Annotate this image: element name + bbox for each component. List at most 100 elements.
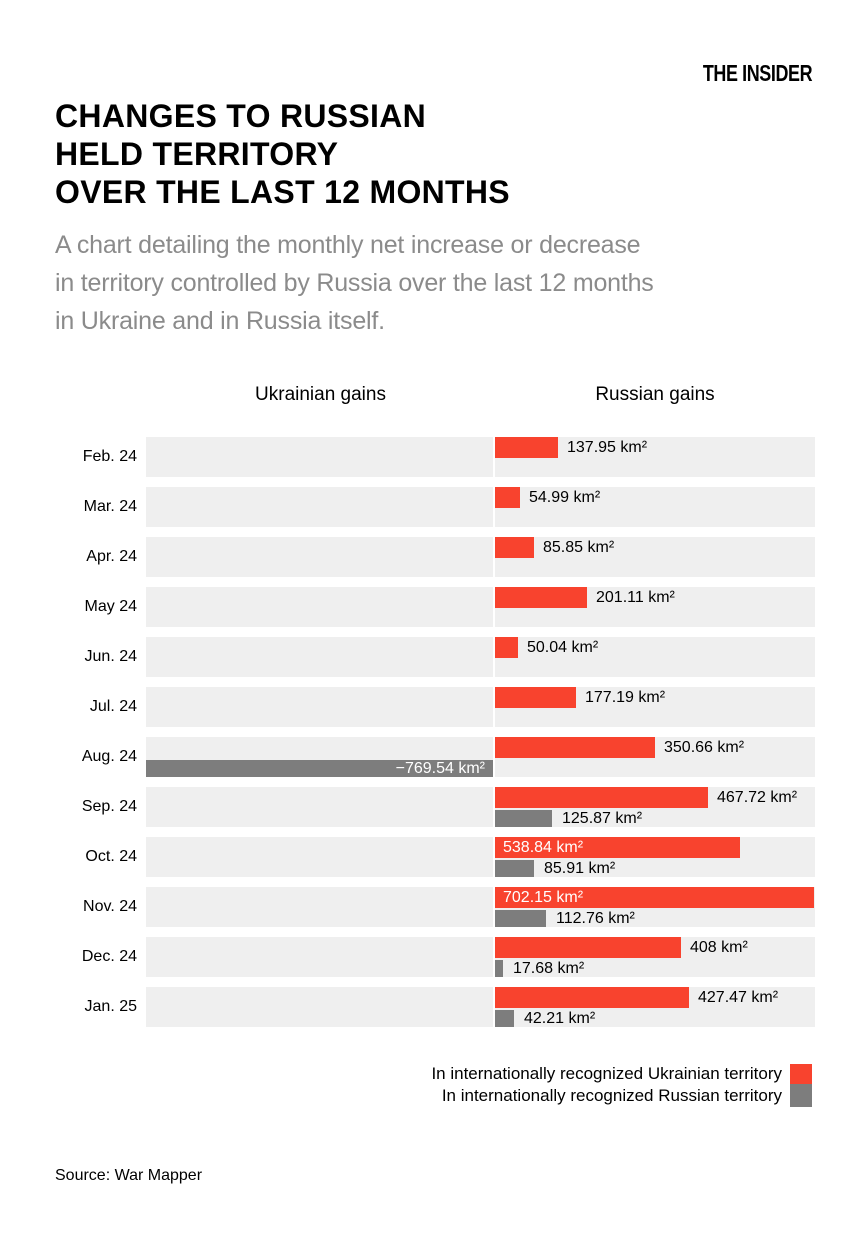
chart-row: Jul. 24 177.19 km² <box>0 687 866 727</box>
legend-swatch-red <box>790 1063 812 1084</box>
zero-axis-line <box>493 637 495 677</box>
row-track: 50.04 km² <box>146 637 815 677</box>
bar-value-label: 177.19 km² <box>585 689 666 706</box>
bar-russian-territory <box>495 960 503 977</box>
zero-axis-line <box>493 787 495 827</box>
bar-ukrainian-territory <box>495 687 576 708</box>
bar-value-label: 50.04 km² <box>527 639 599 656</box>
bar-ukrainian-territory <box>495 487 520 508</box>
source-credit: Source: War Mapper <box>55 1167 203 1184</box>
bar-value-label: 702.15 km² <box>503 889 584 906</box>
bar-value-label: 467.72 km² <box>717 789 798 806</box>
month-label: Feb. 24 <box>82 448 137 465</box>
chart-row: Sep. 24 467.72 km² 125.87 km² <box>0 787 866 827</box>
row-track: 467.72 km² 125.87 km² <box>146 787 815 827</box>
page-title: CHANGES TO RUSSIAN HELD TERRITORY OVER T… <box>55 97 510 211</box>
chart-row: May 24 201.11 km² <box>0 587 866 627</box>
zero-axis-line <box>493 837 495 877</box>
bar-value-label: 427.47 km² <box>698 989 779 1006</box>
chart-row: Mar. 24 54.99 km² <box>0 487 866 527</box>
bar-value-label: −769.54 km² <box>395 760 485 777</box>
bar-russian-territory <box>495 860 534 877</box>
chart-row: Jan. 25 427.47 km² 42.21 km² <box>0 987 866 1027</box>
bar-ukrainian-territory <box>495 987 689 1008</box>
month-label: Jul. 24 <box>89 698 137 715</box>
subtitle-line-2: in territory controlled by Russia over t… <box>55 269 654 297</box>
chart-description: A chart detailing the monthly net increa… <box>55 226 654 340</box>
row-track: 177.19 km² <box>146 687 815 727</box>
zero-axis-line <box>493 487 495 527</box>
zero-axis-line <box>493 437 495 477</box>
bar-value-label: 85.85 km² <box>543 539 615 556</box>
zero-axis-line <box>493 937 495 977</box>
title-line-1: CHANGES TO RUSSIAN <box>55 98 427 134</box>
row-track: 702.15 km² 112.76 km² <box>146 887 815 927</box>
bar-value-label: 42.21 km² <box>524 1010 596 1027</box>
bar-value-label: 350.66 km² <box>664 739 745 756</box>
bar-value-label: 538.84 km² <box>503 839 584 856</box>
subtitle-line-1: A chart detailing the monthly net increa… <box>55 231 641 259</box>
bar-ukrainian-territory <box>495 637 518 658</box>
bar-ukrainian-territory: 538.84 km² <box>495 837 740 858</box>
zero-axis-line <box>493 537 495 577</box>
row-track: 85.85 km² <box>146 537 815 577</box>
legend-item-ukrainian-territory: In internationally recognized Ukrainian … <box>431 1063 812 1084</box>
bar-ukrainian-territory: 702.15 km² <box>495 887 814 908</box>
bar-value-label: 137.95 km² <box>567 439 648 456</box>
chart-row: Dec. 24 408 km² 17.68 km² <box>0 937 866 977</box>
bar-ukrainian-territory <box>495 437 558 458</box>
zero-axis-line <box>493 737 495 777</box>
bar-value-label: 17.68 km² <box>513 960 585 977</box>
title-line-2: HELD TERRITORY <box>55 136 339 172</box>
zero-axis-line <box>493 687 495 727</box>
title-line-3: OVER THE LAST 12 MONTHS <box>55 174 510 210</box>
column-header-russian-gains: Russian gains <box>595 384 715 405</box>
row-track: 538.84 km² 85.91 km² <box>146 837 815 877</box>
bar-value-label: 201.11 km² <box>596 589 675 606</box>
zero-axis-line <box>493 587 495 627</box>
chart-row: Oct. 24 538.84 km² 85.91 km² <box>0 837 866 877</box>
subtitle-line-3: in Ukraine and in Russia itself. <box>55 307 385 335</box>
bar-ukrainian-territory <box>495 587 587 608</box>
month-label: Jan. 25 <box>84 998 137 1015</box>
month-label: Sep. 24 <box>81 798 137 815</box>
row-track: 408 km² 17.68 km² <box>146 937 815 977</box>
month-label: Apr. 24 <box>86 548 137 565</box>
bar-ukrainian-territory <box>495 537 534 558</box>
legend-swatch-gray <box>790 1084 812 1107</box>
row-track: 137.95 km² <box>146 437 815 477</box>
zero-axis-line <box>493 887 495 927</box>
column-header-ukrainian-gains: Ukrainian gains <box>255 384 386 405</box>
bar-value-label: 408 km² <box>690 939 748 956</box>
chart-row: Apr. 24 85.85 km² <box>0 537 866 577</box>
bar-ukrainian-territory <box>495 737 655 758</box>
chart-row: Feb. 24 137.95 km² <box>0 437 866 477</box>
chart-row: Nov. 24 702.15 km² 112.76 km² <box>0 887 866 927</box>
bar-russian-territory <box>495 910 546 927</box>
chart-row: Aug. 24 350.66 km² −769.54 km² <box>0 737 866 777</box>
the-insider-logo: THE INSIDER <box>702 60 813 86</box>
bar-russian-territory: −769.54 km² <box>146 760 493 777</box>
bar-russian-territory <box>495 810 552 827</box>
chart-row: Jun. 24 50.04 km² <box>0 637 866 677</box>
legend-label-ukrainian-territory: In internationally recognized Ukrainian … <box>431 1063 782 1083</box>
bar-value-label: 125.87 km² <box>562 810 643 827</box>
month-label: Aug. 24 <box>81 748 137 765</box>
chart-legend: In internationally recognized Ukrainian … <box>431 1063 812 1107</box>
bar-ukrainian-territory <box>495 937 681 958</box>
row-track: 427.47 km² 42.21 km² <box>146 987 815 1027</box>
row-track: 54.99 km² <box>146 487 815 527</box>
month-label: Dec. 24 <box>81 948 137 965</box>
legend-label-russian-territory: In internationally recognized Russian te… <box>441 1085 782 1105</box>
month-label: Mar. 24 <box>83 498 137 515</box>
bar-ukrainian-territory <box>495 787 708 808</box>
row-track: 201.11 km² <box>146 587 815 627</box>
month-label: Oct. 24 <box>85 848 137 865</box>
month-label: May 24 <box>84 598 137 615</box>
month-label: Jun. 24 <box>84 648 137 665</box>
row-track: 350.66 km² −769.54 km² <box>146 737 815 777</box>
bar-value-label: 54.99 km² <box>529 489 601 506</box>
zero-axis-line <box>493 987 495 1027</box>
bar-value-label: 112.76 km² <box>556 910 635 927</box>
month-label: Nov. 24 <box>83 898 137 915</box>
